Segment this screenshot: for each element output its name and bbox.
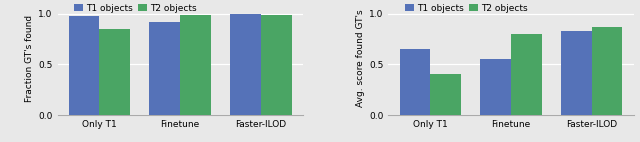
Bar (481, 59, 511, 115)
Y-axis label: Avg. score found GT's: Avg. score found GT's (356, 9, 365, 107)
Bar (261, 15, 292, 115)
Bar (180, 15, 211, 115)
Y-axis label: Fraction GT's found: Fraction GT's found (25, 15, 34, 102)
Bar (430, 74, 461, 115)
Legend: T1 objects, T2 objects: T1 objects, T2 objects (405, 4, 527, 13)
Bar (511, 34, 541, 115)
Bar (592, 27, 623, 115)
Bar (68, 16, 99, 115)
Bar (561, 31, 592, 115)
Bar (150, 22, 180, 115)
Bar (99, 29, 130, 115)
Bar (399, 49, 430, 115)
Bar (230, 14, 261, 115)
Legend: T1 objects, T2 objects: T1 objects, T2 objects (74, 4, 196, 13)
